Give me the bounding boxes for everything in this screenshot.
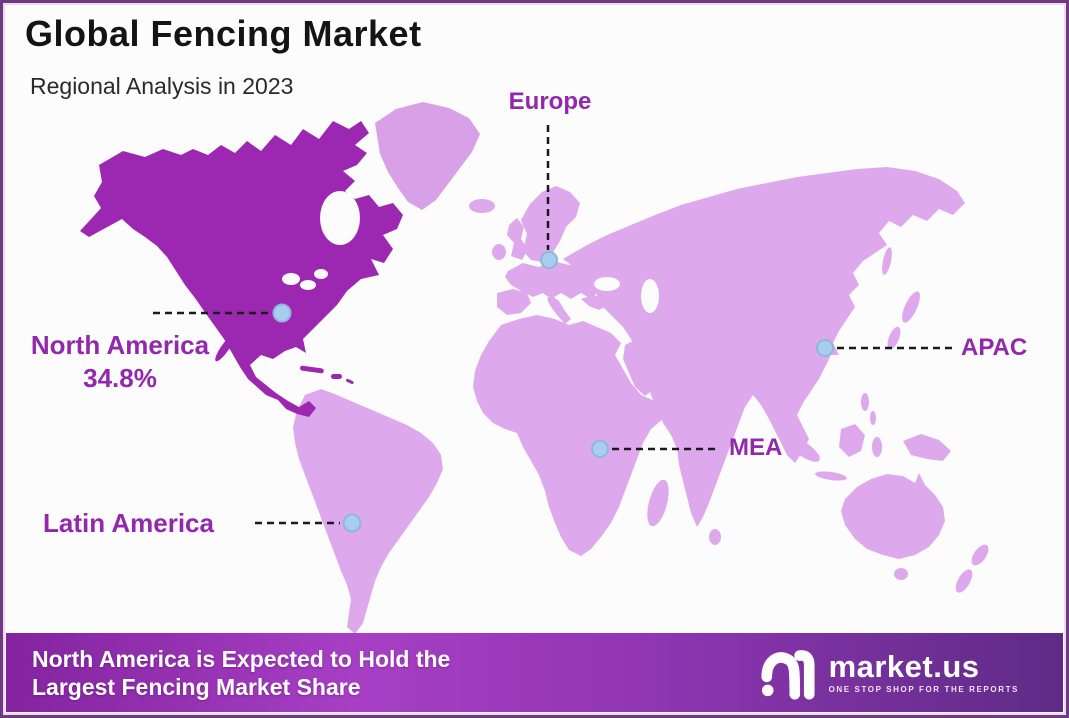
- baja-california: [215, 334, 235, 362]
- market-us-logo-icon: [761, 649, 815, 700]
- page-subtitle: Regional Analysis in 2023: [30, 73, 294, 99]
- brand-tagline: ONE STOP SHOP FOR THE REPORTS: [828, 685, 1019, 694]
- uk-region: [507, 218, 528, 260]
- marker-apac: [816, 339, 834, 357]
- philippines-island-1: [861, 393, 869, 411]
- region-label-north-america: North America 34.8%: [15, 329, 225, 395]
- hudson-bay: [320, 191, 360, 245]
- africa-region: [473, 315, 684, 556]
- region-label-latin-america: Latin America: [43, 508, 214, 538]
- region-label-mea: MEA: [729, 434, 783, 461]
- region-share-north-america: 34.8%: [83, 363, 157, 393]
- brand-text: market.us ONE STOP SHOP FOR THE REPORTS: [829, 651, 1019, 694]
- philippines-island-2: [870, 411, 876, 425]
- brand-name: market.us: [828, 649, 980, 684]
- tasmania-island: [894, 568, 908, 580]
- new-guinea-island: [903, 434, 951, 461]
- madagascar-region: [647, 479, 669, 527]
- footer-caption-line1: North America is Expected to Hold the: [32, 645, 451, 672]
- sumatra-island: [786, 436, 820, 462]
- brand-lockup: market.us ONE STOP SHOP FOR THE REPORTS: [759, 645, 1019, 701]
- borneo-island: [839, 424, 865, 457]
- black-sea: [594, 277, 620, 291]
- scandinavia-region: [521, 186, 580, 262]
- japan-island-north: [901, 291, 921, 323]
- cuba-island: [300, 365, 324, 374]
- italy-region: [547, 295, 571, 324]
- sulawesi-island: [872, 437, 882, 457]
- iberia-region: [497, 289, 531, 315]
- sri-lanka-island: [709, 529, 721, 545]
- australia-region: [841, 473, 945, 559]
- great-lake-3: [314, 269, 328, 279]
- great-lake-1: [282, 273, 300, 285]
- caspian-sea: [641, 279, 659, 313]
- antilles-islands: [346, 378, 354, 385]
- marker-mea: [591, 440, 609, 458]
- world-map: [80, 102, 989, 634]
- sakhalin-island: [882, 247, 892, 275]
- new-zealand-north-island: [971, 544, 989, 566]
- asia-region: [563, 167, 965, 527]
- great-lake-2: [300, 280, 316, 290]
- java-island: [815, 471, 847, 481]
- north-america-region: [80, 121, 403, 417]
- footer-caption: North America is Expected to Hold the La…: [32, 645, 450, 701]
- marker-north-america: [272, 303, 292, 323]
- page-title: Global Fencing Market: [25, 13, 422, 54]
- marker-europe: [540, 251, 558, 269]
- footer-banner: North America is Expected to Hold the La…: [6, 633, 1063, 712]
- region-label-europe: Europe: [508, 88, 592, 115]
- region-label-apac: APAC: [961, 334, 1028, 361]
- marker-latin-america: [342, 513, 362, 533]
- hispaniola-island: [331, 374, 342, 379]
- iceland-region: [469, 199, 495, 213]
- south-america-region: [293, 389, 443, 634]
- ireland-region: [492, 244, 506, 260]
- greenland-region: [375, 102, 480, 210]
- region-label-north-america-name: North America: [30, 330, 210, 360]
- new-zealand-south-island: [955, 569, 973, 593]
- japan-island-south: [887, 326, 901, 350]
- footer-caption-line2: Largest Fencing Market Share: [32, 673, 361, 700]
